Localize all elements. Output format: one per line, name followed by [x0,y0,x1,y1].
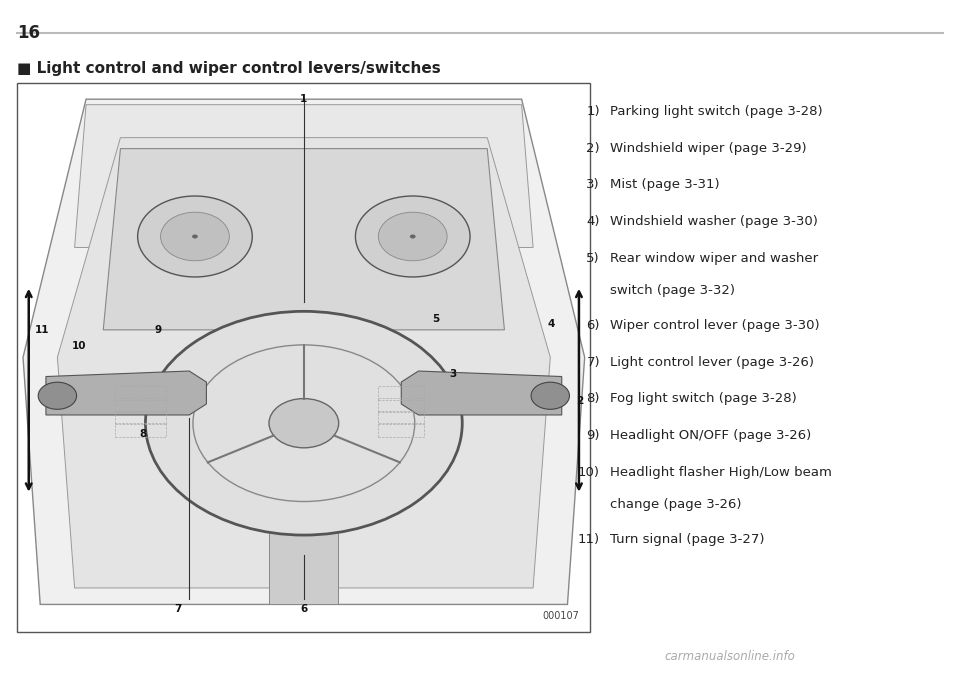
Circle shape [146,311,463,535]
Text: 3): 3) [587,178,600,191]
Text: Windshield wiper (page 3-29): Windshield wiper (page 3-29) [610,142,806,155]
Text: 1): 1) [587,105,600,118]
Text: Rear window wiper and washer: Rear window wiper and washer [610,252,818,264]
Text: 6): 6) [587,319,600,332]
Text: 3: 3 [449,369,456,379]
Circle shape [137,196,252,277]
Text: Parking light switch (page 3-28): Parking light switch (page 3-28) [610,105,822,118]
Text: Wiper control lever (page 3-30): Wiper control lever (page 3-30) [610,319,819,332]
Polygon shape [58,138,550,588]
Polygon shape [23,99,585,605]
Text: Windshield washer (page 3-30): Windshield washer (page 3-30) [610,215,818,228]
Text: Turn signal (page 3-27): Turn signal (page 3-27) [610,534,764,546]
Text: 10: 10 [72,341,86,351]
Circle shape [531,382,569,410]
Text: Fog light switch (page 3-28): Fog light switch (page 3-28) [610,393,797,405]
FancyBboxPatch shape [17,83,590,632]
Text: switch (page 3-32): switch (page 3-32) [610,284,734,297]
Text: 10): 10) [578,466,600,479]
Circle shape [38,382,77,410]
Text: Mist (page 3-31): Mist (page 3-31) [610,178,719,191]
Polygon shape [46,371,206,415]
Text: 7): 7) [587,356,600,369]
Text: 1: 1 [300,94,307,104]
Polygon shape [104,148,504,330]
Text: 11: 11 [35,325,49,335]
Text: carmanualsonline.info: carmanualsonline.info [664,650,795,663]
Text: 16: 16 [17,24,40,42]
Text: 9): 9) [587,429,600,442]
Polygon shape [75,104,533,247]
Text: 6: 6 [300,605,307,614]
Text: Headlight flasher High/Low beam: Headlight flasher High/Low beam [610,466,831,479]
Text: 2): 2) [587,142,600,155]
Circle shape [160,212,229,261]
Text: change (page 3-26): change (page 3-26) [610,498,741,511]
Text: 000107: 000107 [542,611,579,621]
Text: 2: 2 [576,396,584,406]
Text: 4: 4 [547,319,555,330]
Text: ■ Light control and wiper control levers/switches: ■ Light control and wiper control levers… [17,61,441,76]
Text: 9: 9 [155,325,161,335]
Text: Light control lever (page 3-26): Light control lever (page 3-26) [610,356,814,369]
Circle shape [192,235,198,239]
Text: 8: 8 [140,429,147,439]
Text: 11): 11) [578,534,600,546]
Polygon shape [401,371,562,415]
FancyBboxPatch shape [270,467,338,605]
Text: 8): 8) [587,393,600,405]
Text: 4): 4) [587,215,600,228]
Text: 5: 5 [432,314,440,324]
Circle shape [378,212,447,261]
Circle shape [269,399,339,447]
Text: 7: 7 [174,605,181,614]
Text: 5): 5) [587,252,600,264]
Circle shape [410,235,416,239]
Text: Headlight ON/OFF (page 3-26): Headlight ON/OFF (page 3-26) [610,429,811,442]
Circle shape [355,196,470,277]
